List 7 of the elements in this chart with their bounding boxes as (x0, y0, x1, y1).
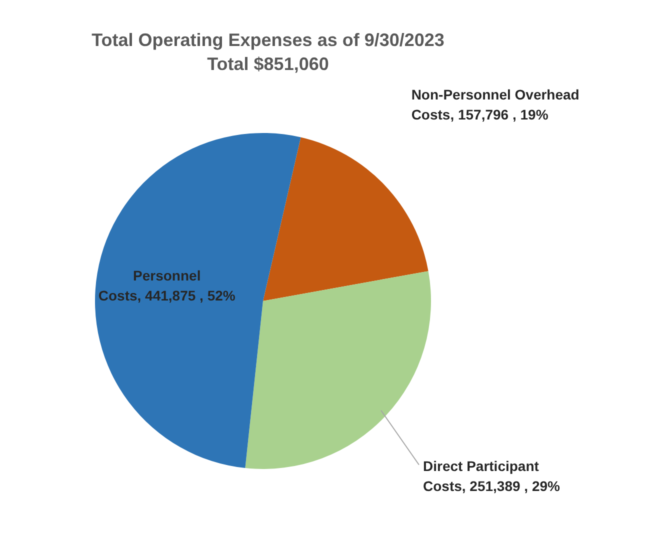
chart-title: Total Operating Expenses as of 9/30/2023 (90, 29, 446, 52)
pie-slice (95, 133, 301, 468)
pie-slice (263, 137, 428, 301)
slice-label: Personnel Costs, 441,875 , 52% (98, 268, 236, 304)
chart-subtitle: Total $851,060 (206, 53, 330, 76)
slice-label: Direct Participant Costs, 251,389 , 29% (423, 458, 561, 494)
slice-label: Non-Personnel Overhead Costs, 157,796 , 19% (411, 86, 580, 122)
